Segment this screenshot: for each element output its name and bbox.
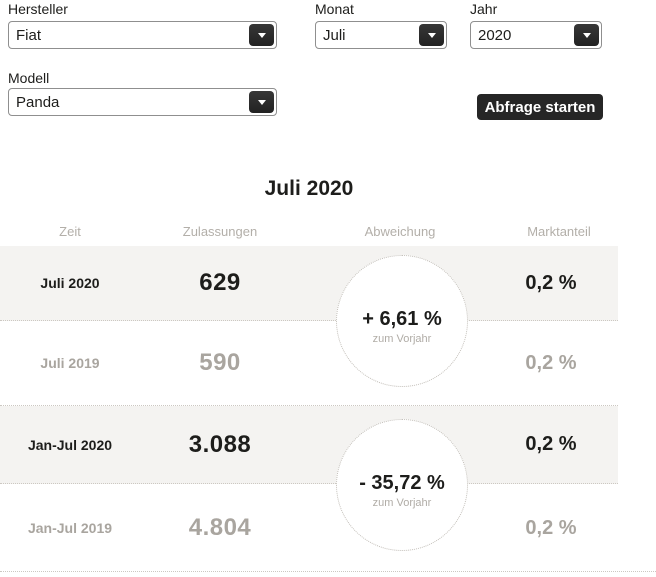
chevron-down-glyph: [257, 32, 266, 38]
table-row: Juli 2019 590 0,2 %: [0, 321, 618, 406]
table-row: Juli 2020 629 0,2 %: [0, 246, 618, 321]
chevron-down-glyph: [427, 32, 436, 38]
column-header-marktanteil: Marktanteil: [527, 223, 591, 239]
zulassungen-value: 3.088: [188, 430, 252, 458]
column-header-zeit: Zeit: [59, 223, 81, 239]
marktanteil-value: 0,2 %: [525, 271, 577, 294]
jahr-select-value: 2020: [478, 26, 512, 44]
marktanteil-value: 0,2 %: [525, 433, 577, 455]
zeit-value: Juli 2019: [40, 355, 100, 371]
chevron-down-glyph: [582, 32, 591, 38]
abweichung-caption: zum Vorjahr: [372, 332, 432, 345]
zulassungen-value: 629: [199, 269, 241, 296]
column-header-abweichung: Abweichung: [364, 223, 436, 239]
monat-select-value: Juli: [323, 26, 346, 44]
zeit-value: Jan-Jul 2020: [27, 436, 113, 453]
chevron-down-icon[interactable]: [249, 24, 274, 46]
stats-table: Zeit Zulassungen Abweichung Marktanteil …: [0, 216, 618, 572]
abweichung-value: - 35,72 %: [359, 471, 445, 494]
chevron-down-icon[interactable]: [249, 91, 274, 113]
jahr-label: Jahr: [470, 1, 498, 17]
column-header-zulassungen: Zulassungen: [182, 223, 258, 239]
zulassungen-value: 590: [199, 349, 241, 376]
modell-label: Modell: [8, 70, 50, 86]
marktanteil-value: 0,2 %: [525, 516, 577, 539]
modell-select-value: Panda: [16, 93, 60, 111]
zeit-value: Juli 2020: [40, 275, 100, 291]
chevron-down-icon[interactable]: [419, 24, 444, 46]
hersteller-label: Hersteller: [8, 1, 68, 17]
zulassungen-value: 4.804: [188, 514, 252, 541]
monat-label: Monat: [315, 1, 354, 17]
abweichung-badge: - 35,72 % zum Vorjahr: [336, 419, 468, 551]
hersteller-select-value: Fiat: [16, 26, 42, 44]
abweichung-caption: zum Vorjahr: [372, 496, 432, 509]
monat-select[interactable]: Juli: [315, 21, 447, 49]
hersteller-select[interactable]: Fiat: [8, 21, 277, 49]
marktanteil-value: 0,2 %: [525, 351, 577, 374]
page-title: Juli 2020: [264, 177, 354, 200]
chevron-down-glyph: [257, 99, 266, 105]
jahr-select[interactable]: 2020: [470, 21, 602, 49]
table-row: Jan-Jul 2020 3.088 0,2 %: [0, 406, 618, 484]
zeit-value: Jan-Jul 2019: [27, 520, 113, 536]
table-row: Jan-Jul 2019 4.804 0,2 %: [0, 484, 618, 572]
table-header-row: Zeit Zulassungen Abweichung Marktanteil: [0, 216, 618, 246]
chevron-down-icon[interactable]: [574, 24, 599, 46]
abweichung-value: + 6,61 %: [362, 307, 442, 330]
abweichung-badge: + 6,61 % zum Vorjahr: [336, 255, 468, 387]
modell-select[interactable]: Panda: [8, 88, 277, 116]
abfrage-starten-button[interactable]: Abfrage starten: [477, 94, 603, 120]
bottom-divider: [0, 571, 656, 572]
